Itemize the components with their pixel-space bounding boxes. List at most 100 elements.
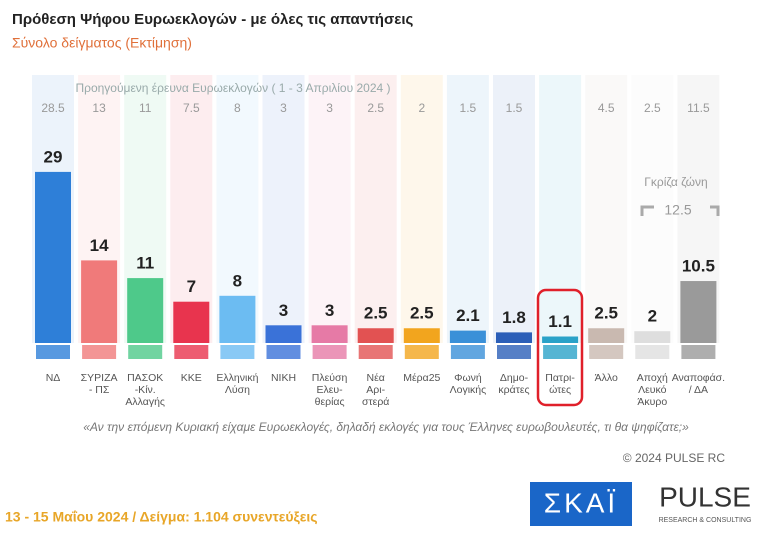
x-tick-label: κράτες <box>498 384 529 396</box>
previous-value: 8 <box>234 101 241 115</box>
value-label: 2.5 <box>410 304 434 323</box>
party-logo <box>404 345 439 359</box>
bar <box>311 325 348 343</box>
bar <box>680 281 717 343</box>
value-label: 3 <box>325 301 334 320</box>
previous-value: 3 <box>326 101 333 115</box>
party-logo <box>497 345 531 359</box>
x-tick-label: Νέα <box>367 372 385 384</box>
value-label: 3 <box>279 301 288 320</box>
x-tick-label: Αλλαγής <box>125 396 165 408</box>
bar <box>542 336 579 343</box>
previous-column <box>262 75 305 343</box>
x-tick-label: Άλλο <box>595 372 618 384</box>
chart-title: Πρόθεση Ψήφου Ευρωεκλογών - με όλες τις … <box>12 11 414 28</box>
previous-value: 13 <box>92 101 106 115</box>
skai-logo <box>530 482 632 526</box>
x-tick-label: Αναποφάσ. <box>672 372 725 384</box>
previous-column <box>170 75 213 343</box>
party-logo <box>220 345 255 359</box>
x-tick-label: Λύση <box>225 384 250 396</box>
previous-value: 2.5 <box>644 101 661 115</box>
gray-zone-value: 12.5 <box>664 202 691 218</box>
x-tick-label: ΝΔ <box>46 372 61 384</box>
bar <box>219 295 256 343</box>
x-tick-label: ώτες <box>549 384 571 396</box>
x-tick-label: - ΠΣ <box>89 384 110 396</box>
x-tick-label: Ελευ- <box>317 384 344 396</box>
previous-column <box>354 75 397 343</box>
previous-column <box>446 75 489 343</box>
bar <box>81 260 118 343</box>
party-logo <box>312 345 347 359</box>
value-label: 2.5 <box>364 304 388 323</box>
previous-column <box>539 75 582 343</box>
value-label: 1.8 <box>502 308 526 327</box>
party-logo <box>266 345 301 359</box>
x-tick-label: Λογικής <box>450 384 487 396</box>
previous-value: 11 <box>139 101 152 115</box>
x-tick-label: Αρι- <box>366 384 385 396</box>
value-label: 8 <box>233 271 242 290</box>
previous-value: 2.5 <box>367 101 384 115</box>
value-label: 11 <box>136 254 154 273</box>
x-tick-label: Λευκό <box>638 384 667 396</box>
party-logo <box>635 345 670 359</box>
bar <box>588 328 625 343</box>
x-tick-label: Πατρι- <box>545 372 575 384</box>
skai-logo-text: ΣΚΑΪ <box>544 487 618 518</box>
x-tick-label: ΝΙΚΗ <box>271 372 296 384</box>
previous-value: 3 <box>280 101 287 115</box>
value-label: 2 <box>648 307 657 326</box>
pulse-logo-text: PULSE <box>659 481 751 512</box>
x-tick-label: Φωνή <box>454 372 482 384</box>
x-tick-label: Μέρα25 <box>403 372 440 384</box>
bar <box>35 171 71 343</box>
value-label: 1.1 <box>548 312 572 331</box>
gray-zone-label: Γκρίζα ζώνη <box>644 175 707 189</box>
party-logo <box>543 345 578 359</box>
previous-value: 11.5 <box>687 101 710 115</box>
previous-column <box>308 75 351 343</box>
previous-column <box>585 75 628 343</box>
bar <box>127 278 164 343</box>
x-tick-label: Πλεύση <box>312 372 348 384</box>
bar <box>449 330 486 343</box>
x-tick-label: Ελληνική <box>216 372 258 384</box>
party-logo <box>358 345 393 359</box>
x-tick-label: Αποχή <box>637 372 668 384</box>
bar <box>265 325 302 343</box>
x-tick-label: / ΔΑ <box>689 384 708 396</box>
party-logo <box>450 345 485 359</box>
bar <box>173 301 210 343</box>
bar <box>496 332 532 343</box>
bar <box>634 331 671 343</box>
previous-value: 2 <box>418 101 425 115</box>
x-tick-label: θερίας <box>315 396 345 408</box>
value-label: 2.5 <box>594 304 618 323</box>
value-label: 29 <box>44 147 63 166</box>
value-label: 2.1 <box>456 306 480 325</box>
x-tick-label: ΣΥΡΙΖΑ <box>81 372 118 384</box>
highlight-box <box>536 288 584 407</box>
previous-value: 28.5 <box>41 101 65 115</box>
value-label: 10.5 <box>682 257 715 276</box>
x-tick-label: στερά <box>362 396 389 408</box>
x-tick-label: -Κίν. <box>135 384 156 396</box>
party-logo <box>128 345 163 359</box>
previous-label: Προηγούμενη έρευνα Ευρωεκλογών ( 1 - 3 Α… <box>75 81 390 95</box>
party-logo <box>589 345 624 359</box>
party-logo <box>82 345 117 359</box>
x-tick-label: ΚΚΕ <box>181 372 202 384</box>
party-logo <box>681 345 716 359</box>
bar <box>357 328 394 343</box>
copyright: © 2024 PULSE RC <box>623 451 726 465</box>
x-tick-label: Άκυρο <box>637 396 667 408</box>
party-logo <box>174 345 209 359</box>
x-tick-label: Δημο- <box>500 372 529 384</box>
pulse-logo-sub: RESEARCH & CONSULTING <box>659 517 752 524</box>
previous-value: 4.5 <box>598 101 615 115</box>
previous-value: 1.5 <box>506 101 523 115</box>
previous-column <box>493 75 535 343</box>
